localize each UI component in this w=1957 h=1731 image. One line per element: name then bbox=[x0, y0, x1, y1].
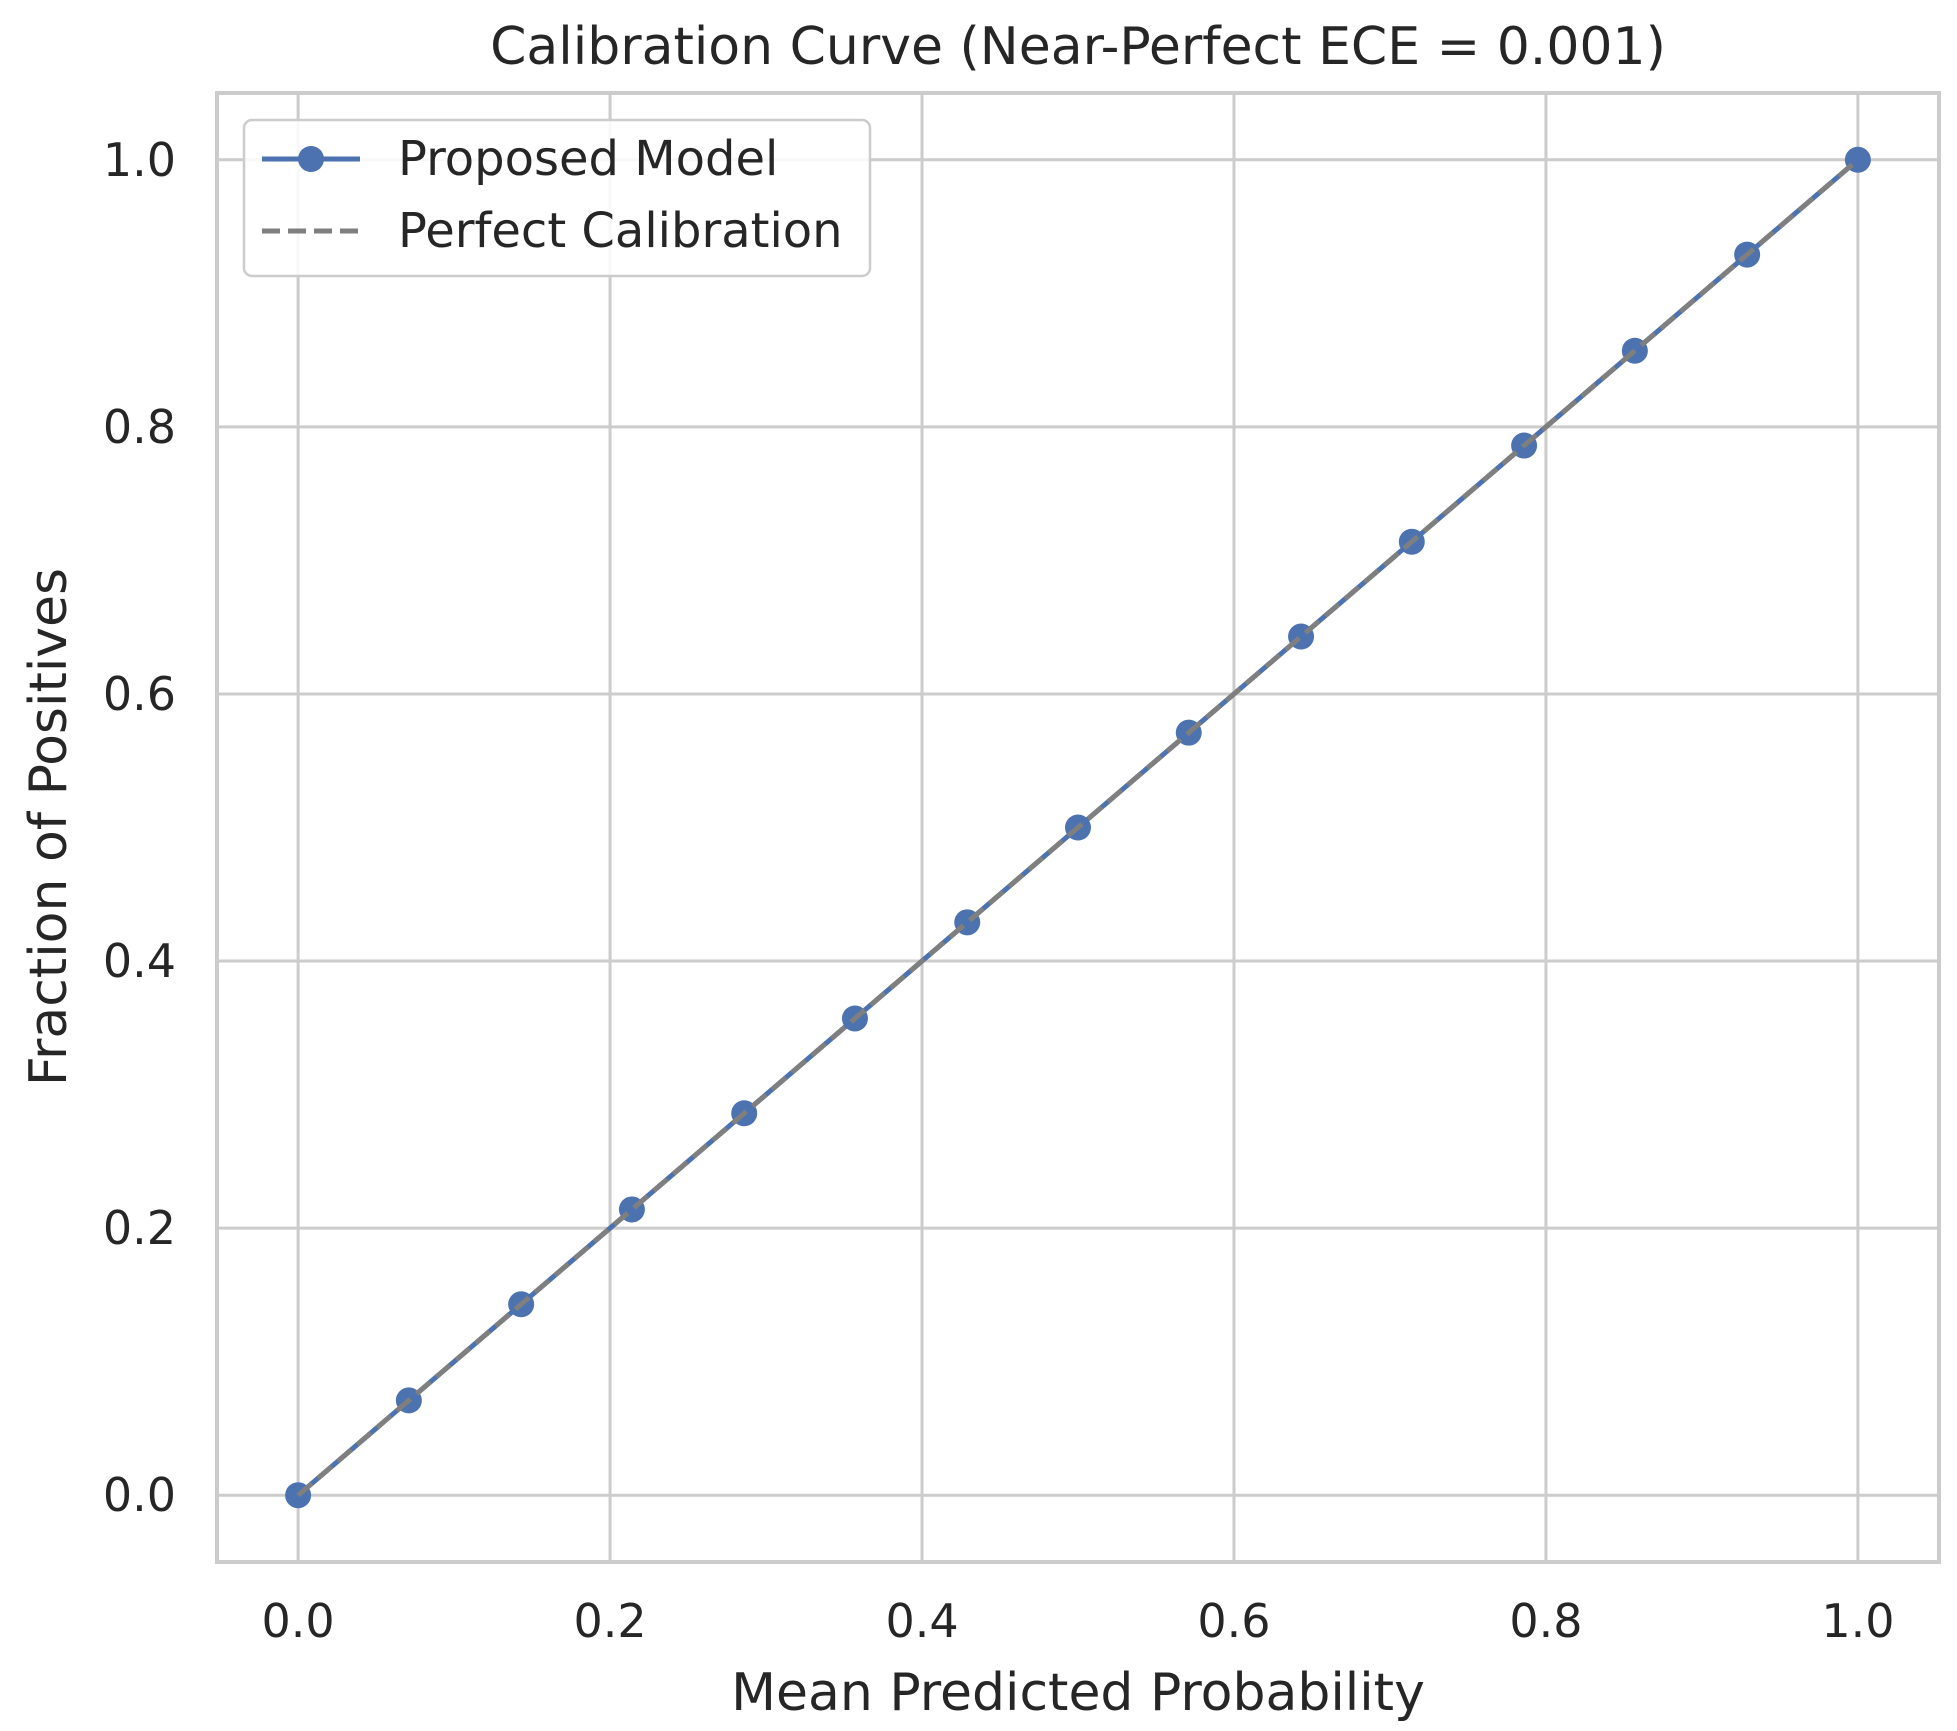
x-tick-label: 0.4 bbox=[885, 1594, 958, 1648]
tick-labels: 0.0 0.2 0.4 0.6 0.8 1.0 0.0 0.2 0.4 0.6 0.8 1.0 bbox=[103, 133, 1895, 1648]
y-tick-label: 0.4 bbox=[103, 934, 176, 988]
plot-frame bbox=[215, 91, 1941, 1564]
series-layer bbox=[285, 146, 1871, 1509]
x-tick-label: 0.6 bbox=[1197, 1594, 1270, 1648]
y-tick-label: 1.0 bbox=[103, 133, 176, 187]
y-tick-label: 0.0 bbox=[103, 1468, 176, 1522]
series-line-perfect-calibration bbox=[296, 157, 1860, 1498]
y-tick-label: 0.8 bbox=[103, 400, 176, 454]
chart-title: Calibration Curve (Near-Perfect ECE = 0.… bbox=[490, 17, 1666, 77]
legend-label-perfect-calibration: Perfect Calibration bbox=[398, 203, 843, 259]
y-axis-label: Fraction of Positives bbox=[19, 568, 79, 1086]
grid bbox=[217, 93, 1939, 1562]
legend: Proposed Model Perfect Calibration bbox=[242, 118, 872, 278]
y-tick-label: 0.2 bbox=[103, 1201, 176, 1255]
x-tick-label: 0.8 bbox=[1509, 1594, 1582, 1648]
legend-label-proposed-model: Proposed Model bbox=[398, 131, 778, 187]
y-tick-label: 0.6 bbox=[103, 667, 176, 721]
x-axis-label: Mean Predicted Probability bbox=[731, 1663, 1425, 1723]
legend-box bbox=[242, 118, 872, 278]
x-tick-label: 0.2 bbox=[573, 1594, 646, 1648]
x-tick-label: 1.0 bbox=[1821, 1594, 1894, 1648]
x-tick-label: 0.0 bbox=[262, 1594, 335, 1648]
legend-marker-proposed-model bbox=[298, 146, 324, 172]
